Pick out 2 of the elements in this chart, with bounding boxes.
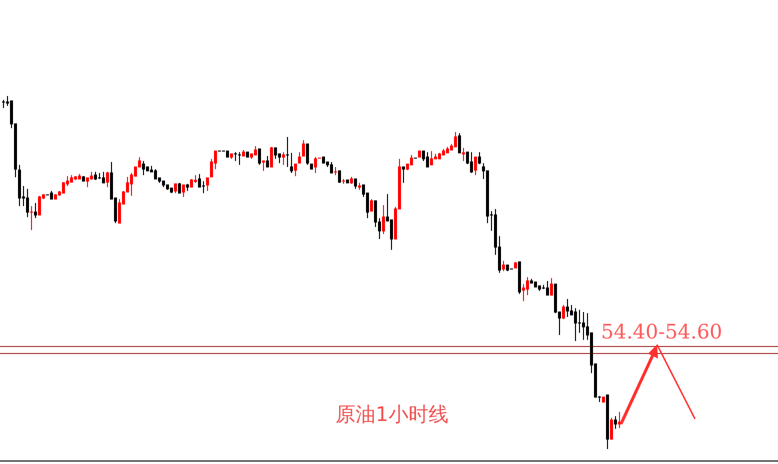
- text: 原油1小时线: [336, 402, 448, 426]
- annotation: 54.40-54.60: [601, 320, 722, 344]
